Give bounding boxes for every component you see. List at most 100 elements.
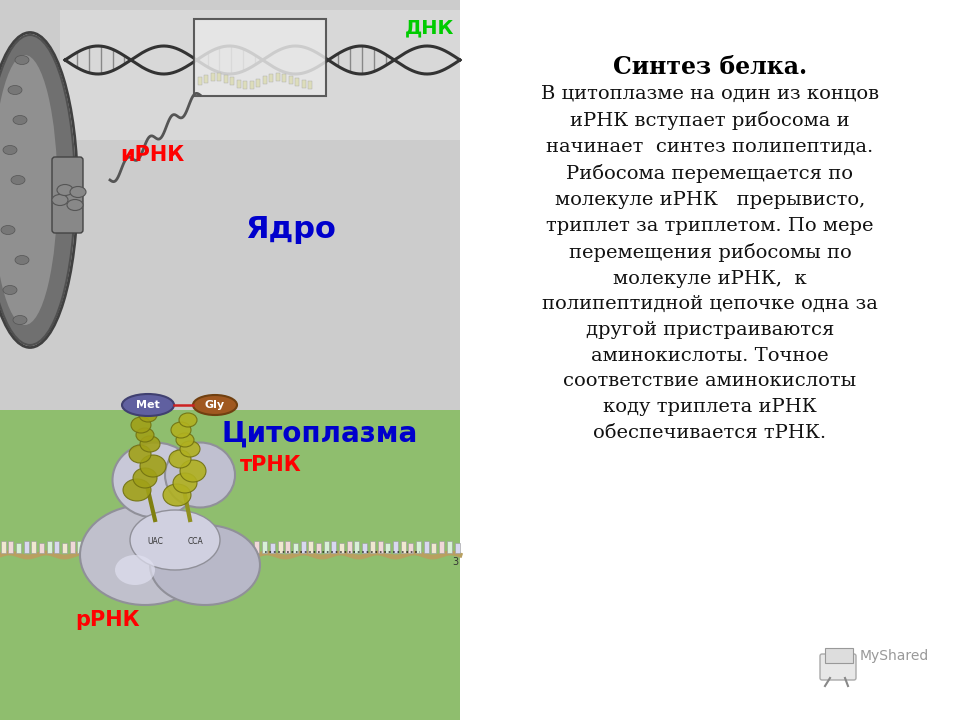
Bar <box>216 541 221 553</box>
Ellipse shape <box>80 505 210 605</box>
Bar <box>454 543 460 553</box>
FancyBboxPatch shape <box>52 157 83 233</box>
Text: Gly: Gly <box>204 400 225 410</box>
Bar <box>1 541 6 553</box>
Ellipse shape <box>169 450 191 468</box>
Bar <box>170 541 175 553</box>
Ellipse shape <box>179 413 197 427</box>
Bar <box>204 75 208 83</box>
Ellipse shape <box>52 194 68 205</box>
Text: 3: 3 <box>452 557 458 567</box>
Bar <box>270 543 275 553</box>
Ellipse shape <box>13 315 27 325</box>
Bar <box>316 543 321 553</box>
Bar <box>101 541 106 553</box>
Bar <box>277 541 282 553</box>
Ellipse shape <box>140 436 160 452</box>
Bar <box>276 73 279 81</box>
Bar <box>460 0 960 720</box>
Ellipse shape <box>122 394 174 416</box>
FancyBboxPatch shape <box>194 19 326 96</box>
Bar <box>393 541 398 553</box>
Text: MyShared: MyShared <box>860 649 929 663</box>
Bar <box>85 543 90 553</box>
Ellipse shape <box>150 525 260 605</box>
Ellipse shape <box>1 225 15 235</box>
Ellipse shape <box>112 443 198 518</box>
Bar <box>250 81 253 89</box>
Bar <box>262 541 267 553</box>
Text: тРНК: тРНК <box>240 455 301 475</box>
Bar <box>269 74 274 82</box>
Bar <box>211 73 215 81</box>
Bar <box>370 541 374 553</box>
Bar <box>224 75 228 83</box>
Bar <box>139 541 144 553</box>
Text: UAC: UAC <box>147 538 163 546</box>
Bar <box>347 541 351 553</box>
Bar <box>32 541 36 553</box>
Bar <box>217 73 222 81</box>
Ellipse shape <box>136 428 154 442</box>
Ellipse shape <box>3 145 17 155</box>
Bar <box>9 541 13 553</box>
FancyBboxPatch shape <box>820 654 856 680</box>
Ellipse shape <box>15 256 29 264</box>
Bar <box>289 76 293 84</box>
Bar <box>185 541 190 553</box>
Bar <box>224 543 228 553</box>
Ellipse shape <box>193 395 237 415</box>
Text: ДНК: ДНК <box>405 19 454 37</box>
Ellipse shape <box>163 484 191 506</box>
Text: Цитоплазма: Цитоплазма <box>222 420 419 448</box>
Text: CCA: CCA <box>187 538 203 546</box>
Ellipse shape <box>130 510 220 570</box>
Ellipse shape <box>13 115 27 125</box>
Bar <box>147 541 152 553</box>
Bar <box>385 543 391 553</box>
Ellipse shape <box>67 199 83 210</box>
Ellipse shape <box>165 443 235 508</box>
Bar <box>78 541 83 553</box>
Bar <box>178 543 182 553</box>
Bar <box>116 541 121 553</box>
Bar <box>263 76 267 84</box>
Ellipse shape <box>139 408 157 422</box>
Bar <box>825 648 853 663</box>
Bar <box>93 541 98 553</box>
Text: иРНК: иРНК <box>120 145 184 165</box>
Bar <box>247 543 252 553</box>
Bar <box>208 541 213 553</box>
Bar <box>439 541 444 553</box>
Bar <box>431 543 437 553</box>
Ellipse shape <box>123 479 151 501</box>
Bar <box>201 543 205 553</box>
Bar <box>0 410 460 720</box>
Bar <box>308 541 313 553</box>
Bar <box>47 541 52 553</box>
Bar <box>377 541 382 553</box>
Ellipse shape <box>173 473 197 493</box>
Bar <box>237 80 241 88</box>
Bar <box>243 81 248 89</box>
Bar <box>0 0 460 410</box>
Text: Ядро: Ядро <box>245 215 335 245</box>
Ellipse shape <box>0 35 75 345</box>
Ellipse shape <box>115 555 155 585</box>
Ellipse shape <box>180 441 200 457</box>
Bar <box>231 541 236 553</box>
Ellipse shape <box>131 417 151 433</box>
Ellipse shape <box>15 55 29 65</box>
Ellipse shape <box>133 468 157 488</box>
Bar <box>285 541 290 553</box>
Bar <box>24 541 29 553</box>
Bar <box>39 543 44 553</box>
Bar <box>124 541 129 553</box>
Bar <box>198 77 202 85</box>
Bar <box>230 77 234 86</box>
Bar <box>162 541 167 553</box>
Bar <box>55 541 60 553</box>
Bar <box>331 541 336 553</box>
Ellipse shape <box>57 184 73 196</box>
Bar <box>293 543 298 553</box>
